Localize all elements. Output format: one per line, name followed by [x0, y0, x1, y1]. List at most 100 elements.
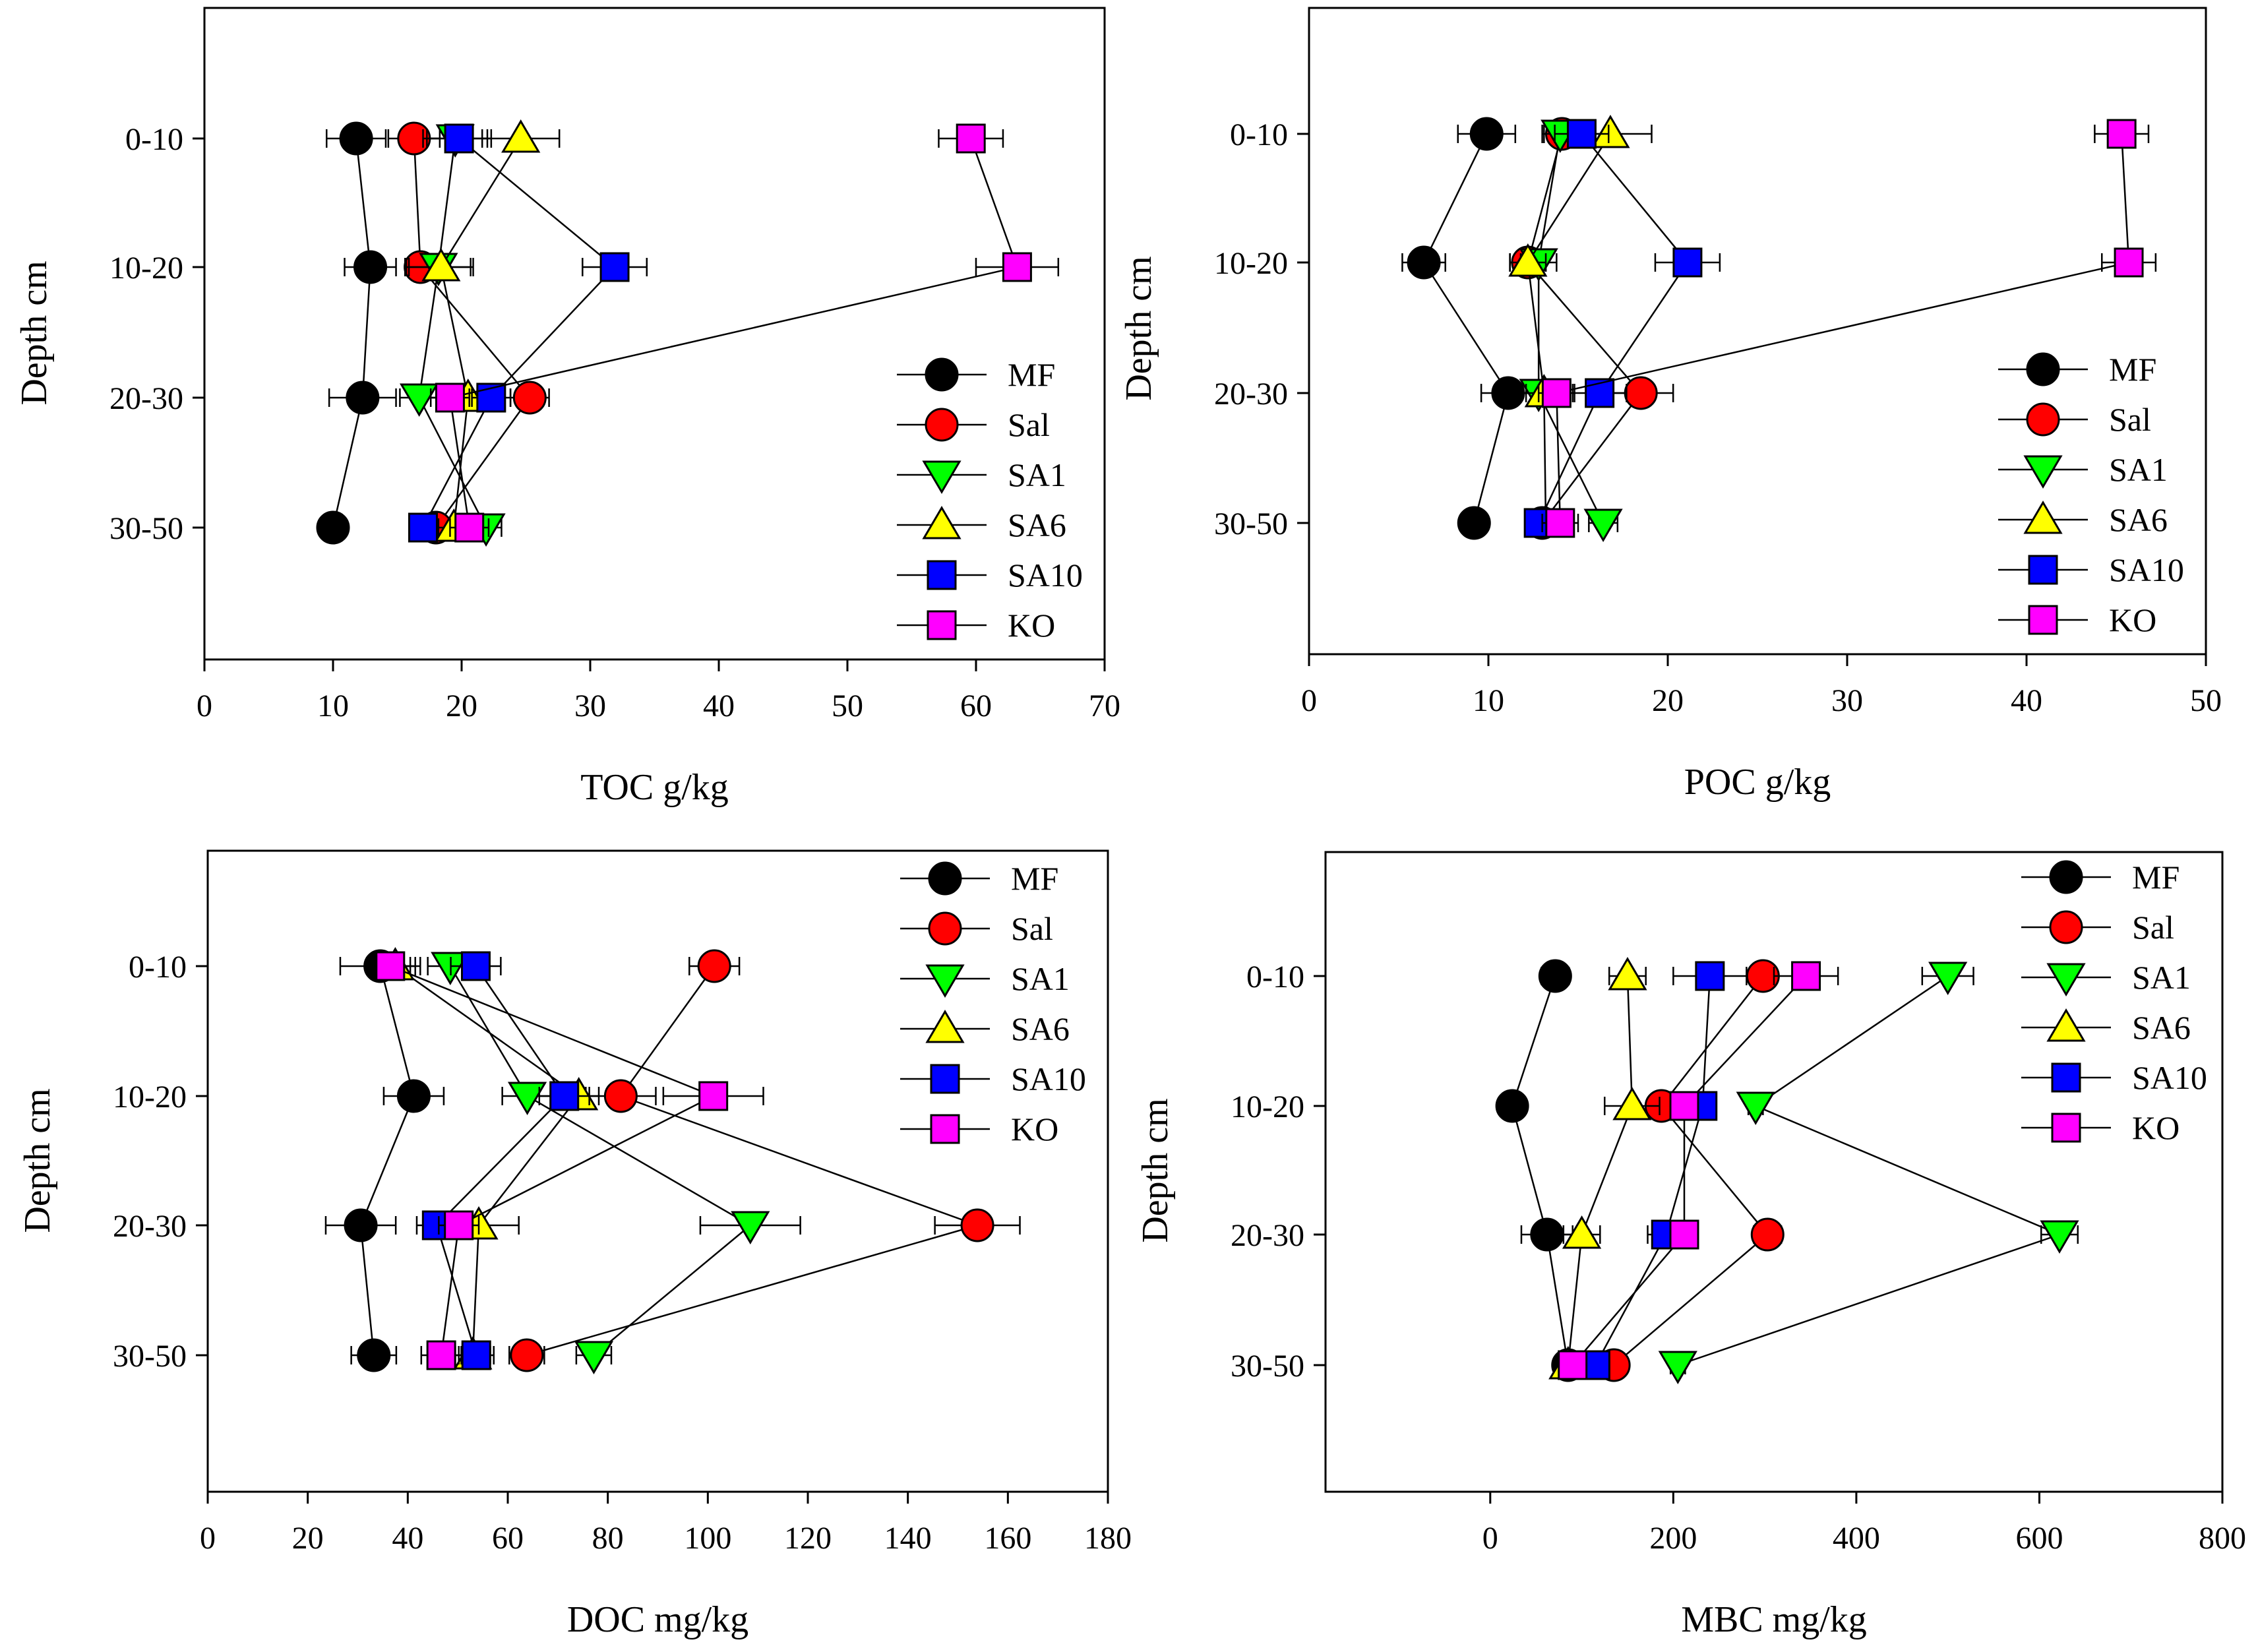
toc-series-line-sal: [413, 138, 531, 528]
toc-x-tick-label: 0: [197, 688, 212, 723]
toc-point-ko: [435, 382, 465, 413]
doc-point-sa1: [574, 1341, 614, 1374]
mbc-legend-marker-sa1: [2046, 963, 2086, 996]
toc-legend-marker-mf: [925, 357, 959, 392]
doc-point-sal: [510, 1338, 544, 1372]
doc-legend-label-sal: Sal: [1011, 910, 1053, 947]
doc-point-sal: [697, 949, 731, 983]
doc-point-mf: [396, 1079, 431, 1113]
mbc-point-ko: [1558, 1350, 1588, 1380]
mbc-point-ko: [1669, 1219, 1699, 1250]
doc-point-sa10: [460, 951, 491, 981]
mbc-x-tick-label: 200: [1649, 1521, 1697, 1556]
toc-x-tick-label: 40: [703, 688, 735, 723]
toc-series-line-sa10: [422, 138, 616, 528]
mbc-legend-marker-sa6: [2046, 1008, 2086, 1042]
doc-x-tick-label: 180: [1084, 1521, 1132, 1556]
doc-legend-marker-sa1: [925, 964, 965, 998]
doc-point-sal: [960, 1208, 994, 1242]
doc-point-sal: [603, 1079, 638, 1113]
poc-legend: MF Sal SA1 SA6 SA10 KO: [1998, 351, 2184, 638]
poc-y-tick-label: 10-20: [1214, 246, 1288, 281]
mbc-x-axis-title: MBC mg/kg: [1681, 1599, 1867, 1640]
mbc-point-sa10: [1695, 961, 1725, 991]
mbc-legend-marker-sa10: [2051, 1062, 2081, 1093]
toc-series-line-ko: [449, 138, 1019, 528]
doc-series-line-ko: [390, 965, 716, 1356]
doc-x-tick-label: 80: [592, 1521, 624, 1556]
doc-point-sa10: [461, 1340, 491, 1370]
doc-legend-label-sa1: SA1: [1011, 960, 1070, 997]
doc-legend-marker-sa6: [925, 1010, 965, 1043]
mbc-legend-label-sa1: SA1: [2132, 959, 2191, 996]
poc-legend-label-sa6: SA6: [2109, 501, 2168, 538]
toc-x-tick-label: 70: [1089, 688, 1120, 723]
toc-y-tick-label: 0-10: [125, 122, 183, 157]
doc-x-tick-label: 0: [200, 1521, 216, 1556]
mbc-legend-marker-ko: [2051, 1113, 2081, 1143]
doc-y-axis-title: Depth cm: [17, 1088, 58, 1233]
toc-legend-marker-sa10: [927, 560, 957, 590]
mbc-legend-label-mf: MF: [2132, 859, 2180, 896]
poc-x-tick-label: 50: [2190, 683, 2222, 718]
mbc-legend-marker-mf: [2049, 860, 2083, 894]
mbc-point-mf: [1495, 1089, 1529, 1123]
doc-x-tick-label: 100: [684, 1521, 731, 1556]
doc-y-tick-label: 0-10: [129, 950, 187, 985]
mbc-legend-label-ko: KO: [2132, 1109, 2180, 1146]
poc-series-line-mf: [1422, 133, 1510, 524]
mbc-series-line-sa10: [1595, 975, 1711, 1366]
poc-point-mf: [1457, 506, 1491, 540]
mbc-x-tick-label: 800: [2199, 1521, 2246, 1556]
doc-point-ko: [698, 1081, 729, 1111]
doc-y-tick-label: 20-30: [113, 1209, 187, 1244]
poc-legend-marker-ko: [2028, 605, 2058, 635]
toc-y-tick-label: 30-50: [109, 511, 183, 546]
toc-legend-label-ko: KO: [1008, 607, 1055, 644]
doc-y-tick-label: 30-50: [113, 1339, 187, 1374]
doc-x-tick-label: 40: [392, 1521, 423, 1556]
doc-legend: MF Sal SA1 SA6 SA10 KO: [900, 860, 1086, 1147]
toc-point-ko: [454, 512, 485, 543]
toc-legend-label-sal: Sal: [1008, 406, 1050, 443]
mbc-point-sa1: [1736, 1091, 1775, 1125]
poc-legend-label-ko: KO: [2109, 601, 2156, 638]
toc-point-sa6: [501, 119, 541, 153]
mbc-point-sa6: [1612, 1087, 1652, 1120]
mbc-point-ko: [1669, 1091, 1699, 1121]
doc-point-ko: [375, 951, 406, 981]
poc-series-line-sal: [1527, 133, 1642, 524]
poc-series-line-sa1: [1537, 133, 1604, 524]
toc-y-tick-label: 10-20: [109, 251, 183, 286]
mbc-point-sa1: [2040, 1220, 2079, 1254]
doc-legend-label-sa6: SA6: [1011, 1010, 1070, 1047]
toc-plot-frame: [203, 7, 1106, 661]
poc-series-line-ko: [1556, 133, 2130, 524]
mbc-x-tick-label: 600: [2015, 1521, 2063, 1556]
poc-x-tick-label: 40: [2011, 683, 2042, 718]
doc-x-tick-label: 20: [292, 1521, 324, 1556]
toc-point-sa10: [444, 123, 474, 154]
toc-y-tick-label: 20-30: [109, 381, 183, 416]
poc-legend-marker-sal: [2026, 402, 2060, 437]
poc-legend-label-sal: Sal: [2109, 401, 2151, 438]
doc-x-axis-title: DOC mg/kg: [567, 1599, 748, 1640]
mbc-legend: MF Sal SA1 SA6 SA10 KO: [2021, 859, 2207, 1146]
poc-point-sa6: [1591, 115, 1630, 148]
poc-x-tick-label: 10: [1473, 683, 1504, 718]
toc-legend-marker-sa1: [922, 460, 961, 494]
mbc-series-line-sa6: [1567, 975, 1633, 1366]
poc-point-sal: [1624, 376, 1658, 410]
doc-legend-marker-mf: [928, 861, 962, 896]
poc-y-axis-title: Depth cm: [1118, 256, 1159, 400]
doc-point-mf: [357, 1338, 391, 1372]
poc-point-sa10: [1672, 247, 1703, 278]
poc-legend-marker-mf: [2026, 352, 2060, 386]
poc-y-tick-label: 20-30: [1214, 377, 1288, 412]
doc-series-line-sa10: [435, 965, 566, 1356]
mbc-legend-label-sa6: SA6: [2132, 1009, 2191, 1046]
doc-legend-label-mf: MF: [1011, 860, 1058, 897]
poc-x-tick-label: 20: [1652, 683, 1684, 718]
doc-legend-marker-sal: [928, 911, 962, 946]
doc-y-tick-label: 10-20: [113, 1080, 187, 1115]
